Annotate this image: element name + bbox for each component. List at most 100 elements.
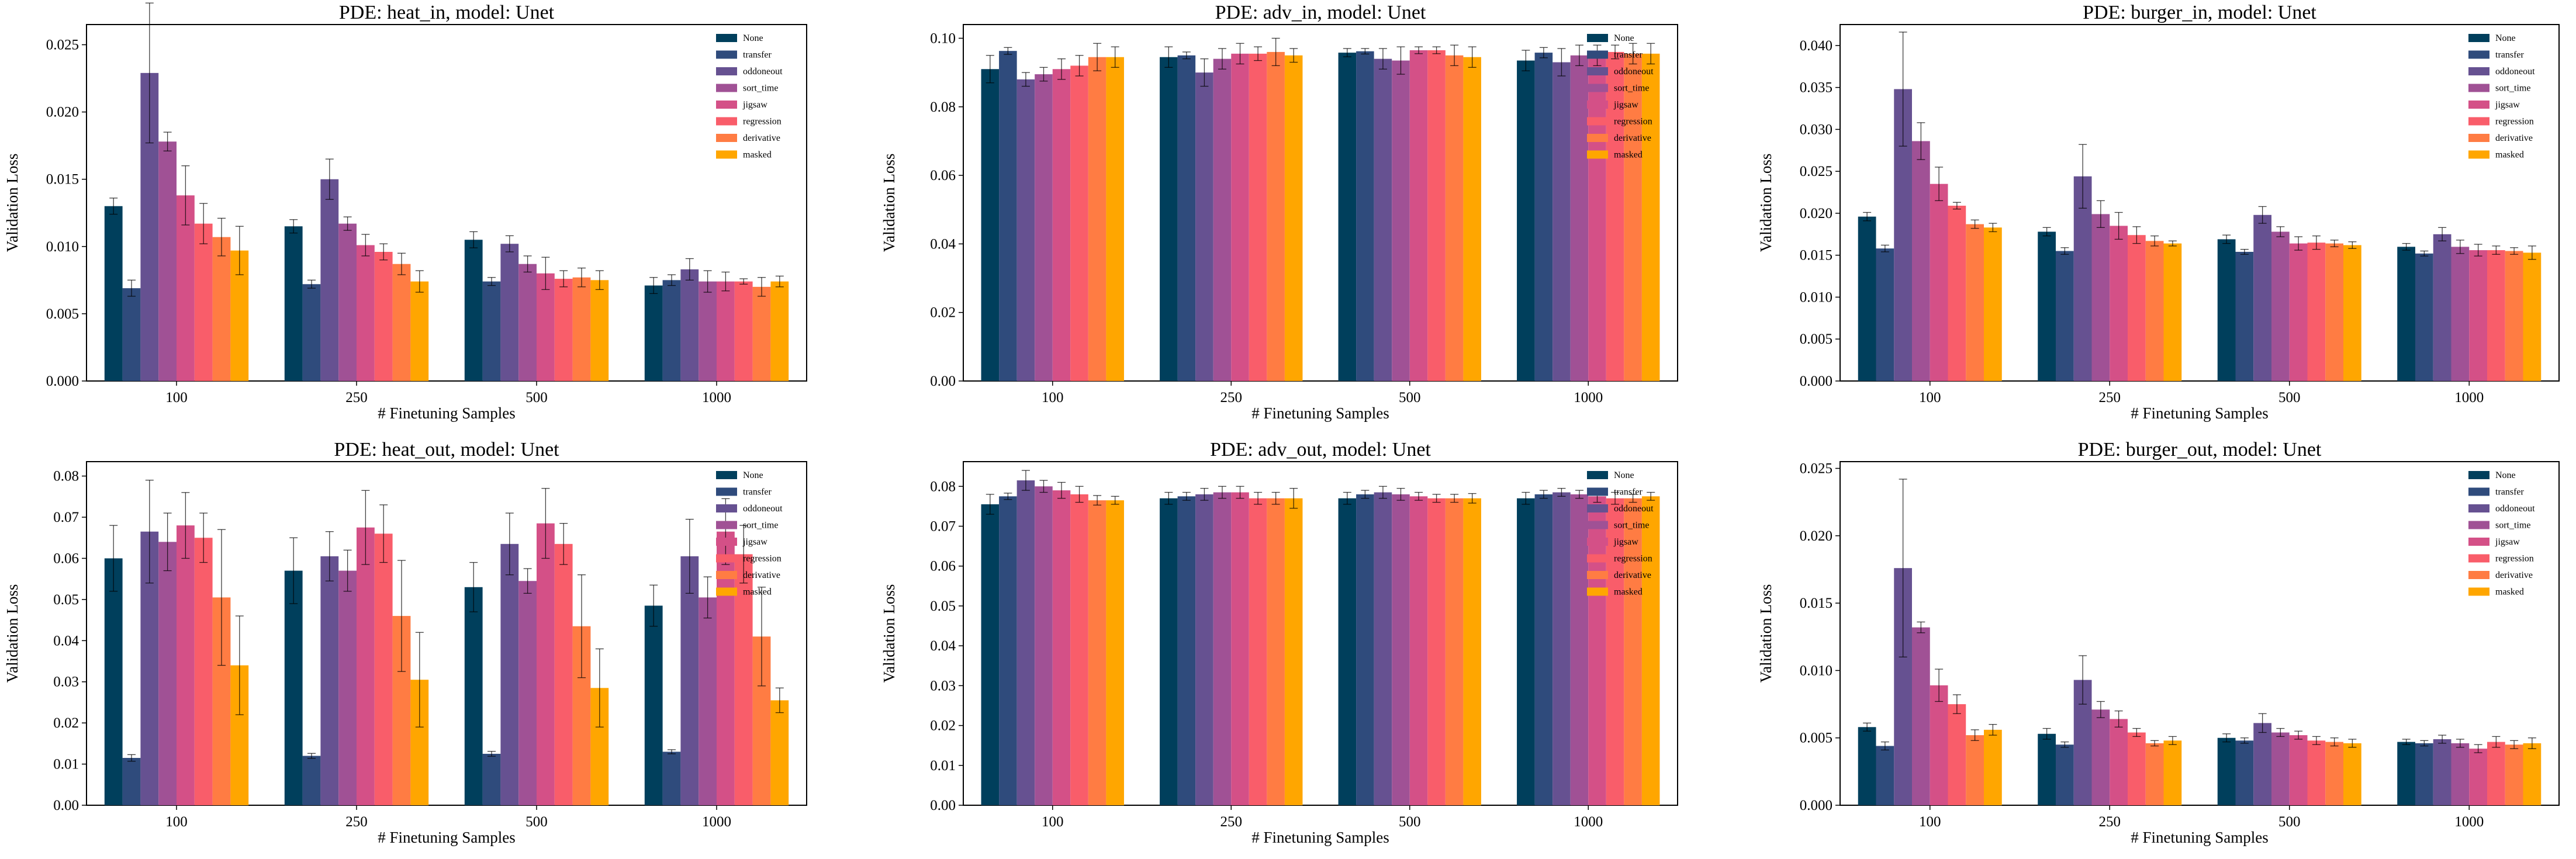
plot-frame [1839,24,2560,382]
legend-swatch-jigsaw [2468,538,2489,546]
legend-label: transfer [2495,50,2525,60]
bar-None [1160,57,1178,382]
bar-regression [194,223,213,381]
bar-derivative [572,277,591,381]
legend-swatch-derivative [2468,571,2489,579]
chart-panel-1: PDE: adv_in, model: Unet 0.00 0.02 0.04 0.06… [880,2,1678,422]
bar-jigsaw [357,245,375,381]
bar-None [104,558,123,805]
x-tick-label: 100 [1919,390,1941,406]
bar-sort_time [1570,55,1589,382]
x-tick-label: 250 [1220,814,1243,830]
bar-derivative [1088,500,1107,805]
bar-regression [2307,243,2326,381]
legend-swatch-regression [2468,554,2489,563]
x-tick-label: 100 [1042,390,1064,406]
legend-swatch-masked [1587,150,1608,159]
chart-title: PDE: adv_in, model: Unet [1215,2,1426,23]
legend-label: sort_time [743,84,778,93]
y-tick-label: 0.015 [46,172,79,188]
bar-None [284,226,303,381]
x-tick-label: 1000 [1574,814,1603,830]
legend-swatch-derivative [2468,134,2489,142]
bar-None [2217,737,2236,805]
bar-regression [2487,250,2505,381]
chart-title: PDE: burger_in, model: Unet [2083,2,2316,23]
y-tick-label: 0.030 [1800,122,1832,137]
bar-jigsaw [177,525,195,805]
bar-masked [1463,498,1481,805]
bar-derivative [1445,55,1464,382]
chart-panel-0: PDE: heat_in, model: Unet 0.000 0.005 0.010… [4,2,807,422]
legend-swatch-sort_time [1587,521,1608,529]
legend-label: masked [2495,150,2524,160]
bar-regression [374,534,393,805]
chart-panel-4: PDE: adv_out, model: Unet 0.00 0.01 0.02 0.0… [880,439,1678,846]
legend-label: transfer [743,487,772,497]
bar-jigsaw [177,195,195,381]
bar-transfer [2415,743,2433,805]
bar-sort_time [699,281,717,381]
bar-None [284,570,303,805]
bar-masked [2163,740,2182,805]
bar-oddoneout [2253,723,2271,805]
legend-label: derivative [2495,133,2533,143]
y-tick-label: 0.01 [930,758,956,774]
legend-swatch-oddoneout [2468,504,2489,512]
bar-masked [1641,496,1660,805]
bar-sort_time [2271,231,2290,381]
legend-swatch-oddoneout [1587,504,1608,512]
y-tick-label: 0.01 [53,757,79,773]
legend-label: derivative [743,133,780,143]
bar-oddoneout [500,543,519,805]
bar-None [464,240,483,381]
y-tick-label: 0.06 [930,559,956,574]
plot-frame [963,461,1678,806]
x-tick-label: 100 [165,390,188,406]
bar-derivative [2505,251,2523,381]
bar-jigsaw [1231,492,1249,805]
bar-jigsaw [1052,69,1071,381]
bar-derivative [1088,57,1107,382]
bar-sort_time [2091,214,2110,381]
bar-masked [2523,743,2542,805]
bar-derivative [392,264,411,381]
legend-label: masked [1614,150,1643,160]
bar-derivative [2325,243,2343,381]
legend-swatch-derivative [716,571,737,579]
y-tick-label: 0.07 [53,510,79,525]
bar-transfer [1534,53,1553,382]
bar-jigsaw [1409,496,1428,805]
bar-transfer [482,753,501,805]
x-axis-label: # Finetuning Samples [1251,829,1389,846]
bar-transfer [482,281,501,381]
legend-swatch-derivative [1587,134,1608,142]
y-tick-label: 0.00 [930,798,956,813]
bar-oddoneout [1552,62,1571,382]
legend-swatch-jigsaw [716,101,737,109]
legend-swatch-masked [2468,150,2489,159]
legend-label: oddoneout [2495,67,2535,77]
legend-label: derivative [2495,570,2533,580]
y-tick-label: 0.02 [930,305,956,321]
bar-oddoneout [1016,79,1035,381]
legend-swatch-regression [716,117,737,126]
bar-sort_time [2271,732,2290,805]
bar-masked [1641,53,1660,381]
legend-swatch-None [716,471,737,479]
bar-sort_time [699,597,717,805]
bar-regression [554,279,573,381]
x-tick-label: 250 [1220,390,1243,406]
legend-swatch-sort_time [2468,84,2489,92]
bar-derivative [1624,498,1642,805]
bar-masked [1984,729,2002,805]
legend-label: sort_time [2495,84,2530,93]
bar-None [2397,247,2415,381]
legend-swatch-derivative [716,134,737,142]
legend-label: regression [743,554,782,564]
bar-masked [1106,500,1124,805]
bar-transfer [1534,494,1553,805]
bar-sort_time [2451,247,2470,381]
bar-regression [1606,51,1624,381]
legend-swatch-transfer [2468,487,2489,496]
